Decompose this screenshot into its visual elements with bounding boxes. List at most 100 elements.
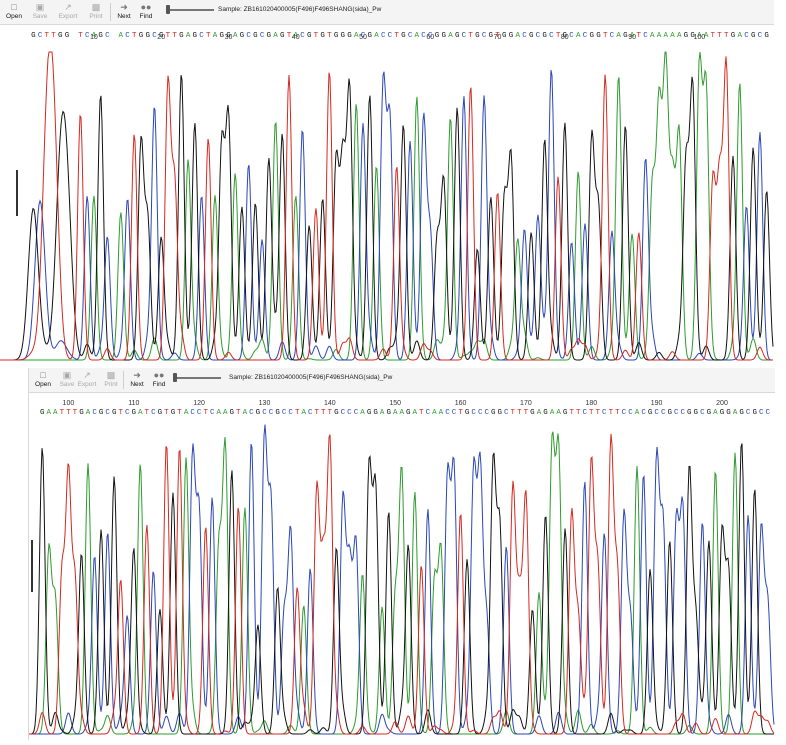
basecall-letter: G xyxy=(596,32,601,40)
trace-line-T xyxy=(0,51,773,361)
basecall-letter: T xyxy=(166,32,171,40)
basecall-letter: T xyxy=(511,409,516,417)
export-button[interactable]: ↗ Export xyxy=(56,2,80,22)
basecall-letter: C xyxy=(260,32,265,40)
open-folder-icon: □ xyxy=(40,370,46,380)
basecall-letter: C xyxy=(462,32,467,40)
basecall-letter: G xyxy=(687,409,692,417)
basecall-letter: G xyxy=(159,32,164,40)
basecall-letter: C xyxy=(549,32,554,40)
chromatogram-panel-bottom: □ Open ▣ Save ↗ Export ▩ Print ➜ Next ●●… xyxy=(28,368,775,740)
basecall-letter: G xyxy=(684,32,689,40)
side-marker xyxy=(16,170,18,216)
basecall-letter: C xyxy=(354,409,359,417)
toolbar: □ Open ▣ Save ↗ Export ▩ Print ➜ Next ●●… xyxy=(29,368,775,393)
export-button[interactable]: ↗ Export xyxy=(75,370,99,390)
basecall-letter: G xyxy=(112,409,117,417)
find-button[interactable]: ●● Find xyxy=(134,2,158,22)
basecall-letter: A xyxy=(737,32,742,40)
toolbar: □ Open ▣ Save ↗ Export ▩ Print ➜ Next ●●… xyxy=(0,0,774,25)
basecall-letter: A xyxy=(273,32,278,40)
find-binoculars-icon: ●● xyxy=(153,370,165,380)
trace-area[interactable] xyxy=(0,42,774,362)
basecall-letter: C xyxy=(426,409,431,417)
next-button[interactable]: ➜ Next xyxy=(112,2,136,22)
basecall-letter: T xyxy=(596,409,601,417)
basecall-letter: T xyxy=(524,409,529,417)
basecall-letter: A xyxy=(677,32,682,40)
basecall-letter: G xyxy=(98,32,103,40)
basecall-letter: C xyxy=(654,409,659,417)
basecall-letter: C xyxy=(92,409,97,417)
zoom-slider-thumb[interactable] xyxy=(173,373,177,382)
basecall-letter: G xyxy=(465,409,470,417)
basecall-letter: G xyxy=(179,32,184,40)
basecall-letter: G xyxy=(253,32,258,40)
basecall-letter: G xyxy=(145,32,150,40)
basecall-letter: A xyxy=(635,409,640,417)
basecall-letter: A xyxy=(556,409,561,417)
basecall-letter: T xyxy=(66,409,71,417)
trace-area[interactable] xyxy=(29,416,775,738)
zoom-slider[interactable] xyxy=(173,373,221,382)
basecall-letter: G xyxy=(720,409,725,417)
print-button[interactable]: ▩ Print xyxy=(84,2,108,22)
next-arrow-icon: ➜ xyxy=(120,2,128,12)
basecall-letter: A xyxy=(293,32,298,40)
basecall-letter: G xyxy=(502,32,507,40)
basecall-letter: G xyxy=(491,409,496,417)
open-button[interactable]: □ Open xyxy=(2,2,26,22)
find-button[interactable]: ●● Find xyxy=(147,370,171,390)
position-tick-label: 110 xyxy=(128,400,139,407)
basecall-letter: G xyxy=(226,32,231,40)
basecall-letter: A xyxy=(432,409,437,417)
save-button[interactable]: ▣ Save xyxy=(28,2,52,22)
basecall-letter: C xyxy=(504,409,509,417)
basecall-letter: G xyxy=(267,32,272,40)
basecall-letter: C xyxy=(308,409,313,417)
basecall-letter: T xyxy=(60,409,65,417)
basecall-letter: G xyxy=(99,409,104,417)
print-icon: ▩ xyxy=(106,370,116,380)
basecall-letter: C xyxy=(445,409,450,417)
basecall-letter: G xyxy=(623,32,628,40)
zoom-slider-thumb[interactable] xyxy=(166,5,170,14)
basecall-letter: C xyxy=(681,409,686,417)
open-button[interactable]: □ Open xyxy=(31,370,55,390)
basecall-letter: T xyxy=(295,409,300,417)
print-button[interactable]: ▩ Print xyxy=(99,370,123,390)
next-button[interactable]: ➜ Next xyxy=(125,370,149,390)
basecall-letter: G xyxy=(171,409,176,417)
basecall-letter: G xyxy=(79,409,84,417)
basecall-letter: G xyxy=(132,409,137,417)
basecall-letter: A xyxy=(186,32,191,40)
basecall-letter: G xyxy=(563,32,568,40)
basecall-letter: T xyxy=(236,409,241,417)
basecall-letter: C xyxy=(85,32,90,40)
basecall-letter: G xyxy=(751,32,756,40)
basecall-letter: T xyxy=(603,32,608,40)
basecall-letter: T xyxy=(394,32,399,40)
basecall-letter: T xyxy=(495,32,500,40)
basecall-letter: T xyxy=(569,409,574,417)
basecall-letter: C xyxy=(282,409,287,417)
basecall-letter: A xyxy=(223,409,228,417)
basecall-letter: G xyxy=(694,409,699,417)
save-button[interactable]: ▣ Save xyxy=(55,370,79,390)
basecall-letter: C xyxy=(210,409,215,417)
basecall-letter: G xyxy=(31,32,36,40)
basecall-letter: T xyxy=(615,409,620,417)
basecall-letter: T xyxy=(78,32,83,40)
basecall-letter: C xyxy=(347,409,352,417)
zoom-slider[interactable] xyxy=(166,5,214,14)
basecall-letter: G xyxy=(280,32,285,40)
basecall-letter: T xyxy=(724,32,729,40)
basecall-letter: G xyxy=(529,32,534,40)
basecall-letter: G xyxy=(764,32,769,40)
basecall-letter: C xyxy=(197,409,202,417)
basecall-letter: A xyxy=(393,409,398,417)
basecall-letter: G xyxy=(475,32,480,40)
save-disk-icon: ▣ xyxy=(35,2,45,12)
basecall-letter: T xyxy=(321,409,326,417)
